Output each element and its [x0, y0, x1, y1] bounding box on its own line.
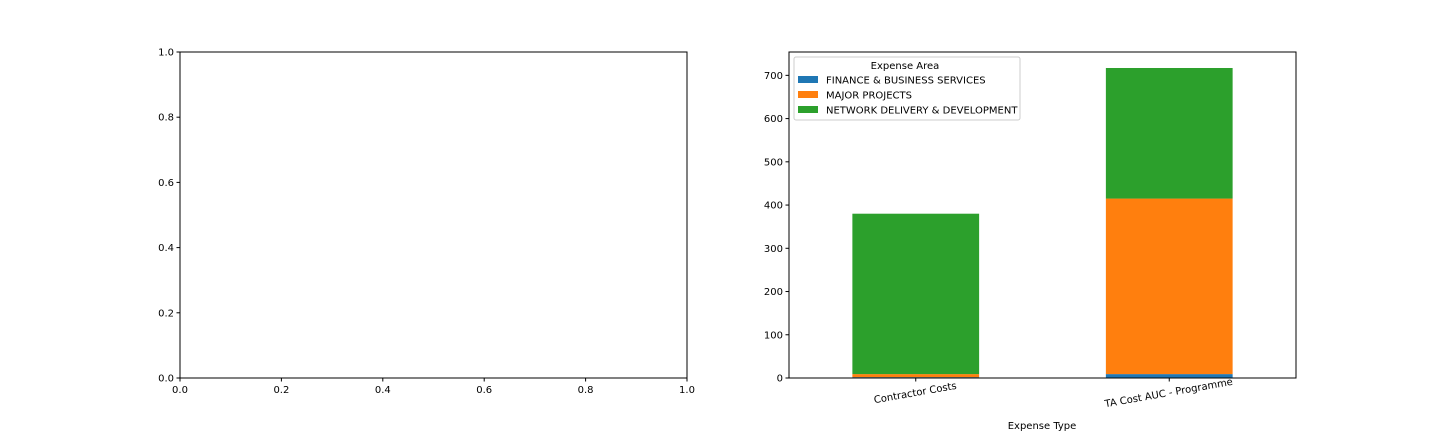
left-x-tick-label: 0.2 [273, 385, 289, 396]
right-y-tick-label: 0 [777, 374, 783, 385]
left-x-tick-label: 0.0 [172, 385, 188, 396]
legend-items: FINANCE & BUSINESS SERVICES MAJOR PROJECT… [798, 76, 1018, 117]
left-x-tick-label: 0.4 [375, 385, 391, 396]
left-y-tick-label: 0.6 [158, 178, 174, 189]
legend-swatch [798, 91, 818, 98]
bar-network-delivery-development-0 [852, 213, 980, 375]
bar-major-projects-1 [1105, 198, 1233, 375]
legend-box [793, 56, 1021, 121]
legend-entry: FINANCE & BUSINESS SERVICES [826, 76, 986, 87]
right-y-tick-label: 600 [764, 114, 783, 125]
right-y-ticks: 0 100 200 300 400 500 600 700 [764, 71, 789, 385]
right-y-tick-label: 300 [764, 244, 783, 255]
left-y-tick-label: 0.0 [158, 374, 174, 385]
left-y-tick-label: 1.0 [158, 48, 174, 59]
left-y-tick-label: 0.8 [158, 113, 174, 124]
left-x-tick-label: 1.0 [679, 385, 695, 396]
legend-entry: MAJOR PROJECTS [826, 91, 912, 102]
left-x-tick-label: 0.6 [476, 385, 492, 396]
bar-finance-business-services-1 [1105, 374, 1233, 378]
right-axes-frame [788, 51, 1297, 379]
legend-title: Expense Area [871, 61, 940, 72]
legend-swatch [798, 76, 818, 83]
bar-group [852, 67, 1233, 378]
left-y-tick-label: 0.4 [158, 243, 174, 254]
legend-swatch [798, 106, 818, 113]
right-y-tick-label: 400 [764, 201, 783, 212]
right-y-tick-label: 100 [764, 330, 783, 341]
bar-major-projects-0 [852, 374, 980, 378]
x-axis-title: Expense Type [1008, 421, 1077, 432]
left-y-tick-label: 0.2 [158, 308, 174, 319]
right-y-tick-label: 500 [764, 157, 783, 168]
left-axes-frame [179, 51, 688, 379]
left-axes: 0.0 0.2 0.4 0.6 0.8 1.0 0.0 0.2 0.4 0.6 0.8 1.0 [158, 48, 695, 397]
legend: Expense Area FINANCE & BUSINESS SERVICES… [793, 56, 1021, 121]
legend-entry: NETWORK DELIVERY & DEVELOPMENT [826, 106, 1018, 117]
right-y-tick-label: 700 [764, 71, 783, 82]
left-x-ticks: 0.0 0.2 0.4 0.6 0.8 1.0 [172, 378, 695, 396]
bar-network-delivery-development-1 [1105, 67, 1233, 199]
right-y-tick-label: 200 [764, 287, 783, 298]
left-y-ticks: 0.0 0.2 0.4 0.6 0.8 1.0 [158, 48, 180, 385]
left-x-tick-label: 0.8 [578, 385, 594, 396]
